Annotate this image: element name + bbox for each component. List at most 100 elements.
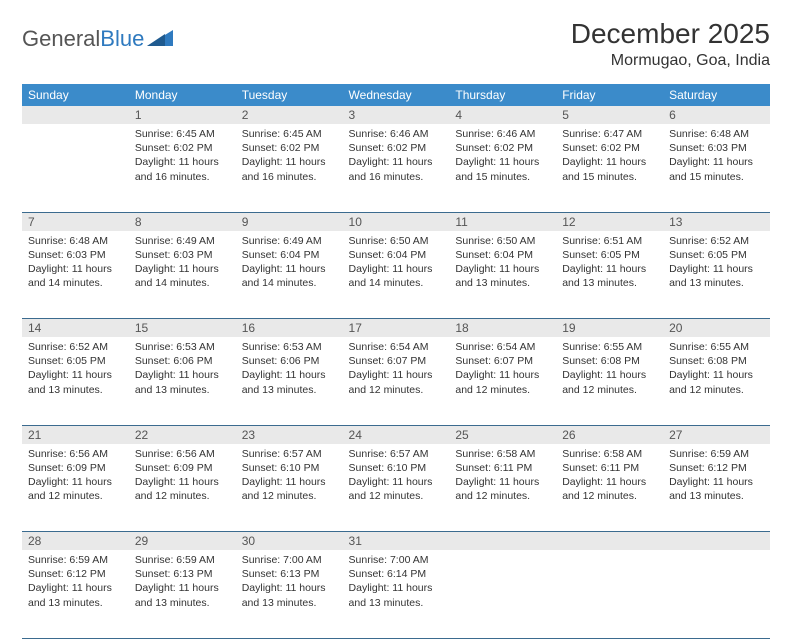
- day-cell-body: Sunrise: 6:59 AMSunset: 6:12 PMDaylight:…: [663, 444, 770, 508]
- day-number-cell: 24: [343, 425, 450, 444]
- day-cell: Sunrise: 6:46 AMSunset: 6:02 PMDaylight:…: [343, 124, 450, 212]
- day-info-line: Daylight: 11 hours and 12 minutes.: [562, 368, 657, 396]
- day-number: 31: [343, 532, 450, 550]
- day-number-cell: 16: [236, 319, 343, 338]
- logo-text-1: General: [22, 26, 100, 52]
- day-info-line: Sunrise: 6:46 AM: [455, 127, 550, 141]
- day-number: 16: [236, 319, 343, 337]
- day-cell-body: Sunrise: 6:50 AMSunset: 6:04 PMDaylight:…: [343, 231, 450, 295]
- day-header: Saturday: [663, 84, 770, 106]
- day-header: Sunday: [22, 84, 129, 106]
- day-info-line: Daylight: 11 hours and 12 minutes.: [349, 475, 444, 503]
- day-cell-body: Sunrise: 6:49 AMSunset: 6:03 PMDaylight:…: [129, 231, 236, 295]
- day-number-cell: 29: [129, 532, 236, 551]
- day-number-cell: 18: [449, 319, 556, 338]
- day-number: 21: [22, 426, 129, 444]
- day-number: 26: [556, 426, 663, 444]
- day-number-cell: 14: [22, 319, 129, 338]
- day-number: 27: [663, 426, 770, 444]
- day-cell-body: Sunrise: 6:56 AMSunset: 6:09 PMDaylight:…: [22, 444, 129, 508]
- day-info-line: Daylight: 11 hours and 13 minutes.: [669, 262, 764, 290]
- day-cell-body: Sunrise: 6:55 AMSunset: 6:08 PMDaylight:…: [663, 337, 770, 401]
- day-number: 12: [556, 213, 663, 231]
- day-cell-body: Sunrise: 7:00 AMSunset: 6:14 PMDaylight:…: [343, 550, 450, 614]
- day-cell-body: Sunrise: 6:50 AMSunset: 6:04 PMDaylight:…: [449, 231, 556, 295]
- day-cell: Sunrise: 7:00 AMSunset: 6:14 PMDaylight:…: [343, 550, 450, 638]
- day-cell: Sunrise: 6:45 AMSunset: 6:02 PMDaylight:…: [236, 124, 343, 212]
- day-info-line: Sunset: 6:06 PM: [242, 354, 337, 368]
- day-number-cell: 22: [129, 425, 236, 444]
- day-number: 24: [343, 426, 450, 444]
- day-cell-body: Sunrise: 6:45 AMSunset: 6:02 PMDaylight:…: [236, 124, 343, 188]
- day-number: 1: [129, 106, 236, 124]
- day-cell: Sunrise: 6:49 AMSunset: 6:03 PMDaylight:…: [129, 231, 236, 319]
- day-cell: Sunrise: 6:54 AMSunset: 6:07 PMDaylight:…: [449, 337, 556, 425]
- day-info-line: Daylight: 11 hours and 13 minutes.: [669, 475, 764, 503]
- day-info-line: Daylight: 11 hours and 13 minutes.: [135, 581, 230, 609]
- day-number: 7: [22, 213, 129, 231]
- day-info-line: Sunset: 6:04 PM: [455, 248, 550, 262]
- day-number-cell: [556, 532, 663, 551]
- day-number: [22, 106, 129, 124]
- day-number: 19: [556, 319, 663, 337]
- day-cell: Sunrise: 6:49 AMSunset: 6:04 PMDaylight:…: [236, 231, 343, 319]
- day-number: [449, 532, 556, 550]
- day-number-cell: 10: [343, 212, 450, 231]
- day-info-line: Daylight: 11 hours and 14 minutes.: [28, 262, 123, 290]
- day-info-line: Sunset: 6:13 PM: [135, 567, 230, 581]
- day-info-line: Sunrise: 6:55 AM: [562, 340, 657, 354]
- day-number-cell: 12: [556, 212, 663, 231]
- day-header: Friday: [556, 84, 663, 106]
- day-info-line: Daylight: 11 hours and 12 minutes.: [349, 368, 444, 396]
- day-info-line: Sunrise: 6:58 AM: [562, 447, 657, 461]
- day-info-line: Sunrise: 6:46 AM: [349, 127, 444, 141]
- day-info-line: Daylight: 11 hours and 16 minutes.: [135, 155, 230, 183]
- day-cell: Sunrise: 6:59 AMSunset: 6:12 PMDaylight:…: [22, 550, 129, 638]
- day-info-line: Sunset: 6:08 PM: [669, 354, 764, 368]
- day-info-line: Daylight: 11 hours and 12 minutes.: [455, 475, 550, 503]
- day-info-line: Sunset: 6:10 PM: [242, 461, 337, 475]
- day-number: 25: [449, 426, 556, 444]
- day-cell-body: Sunrise: 6:56 AMSunset: 6:09 PMDaylight:…: [129, 444, 236, 508]
- day-cell-body: [663, 550, 770, 557]
- title-block: December 2025 Mormugao, Goa, India: [571, 18, 770, 70]
- day-info-line: Daylight: 11 hours and 14 minutes.: [242, 262, 337, 290]
- day-info-line: Sunset: 6:03 PM: [135, 248, 230, 262]
- week-body-row: Sunrise: 6:56 AMSunset: 6:09 PMDaylight:…: [22, 444, 770, 532]
- day-header: Tuesday: [236, 84, 343, 106]
- day-number: [663, 532, 770, 550]
- day-cell-body: Sunrise: 6:48 AMSunset: 6:03 PMDaylight:…: [22, 231, 129, 295]
- day-number-cell: 1: [129, 106, 236, 124]
- day-number-cell: 11: [449, 212, 556, 231]
- day-info-line: Sunrise: 6:57 AM: [242, 447, 337, 461]
- day-info-line: Sunrise: 6:54 AM: [455, 340, 550, 354]
- day-info-line: Daylight: 11 hours and 13 minutes.: [135, 368, 230, 396]
- day-cell-body: Sunrise: 6:46 AMSunset: 6:02 PMDaylight:…: [449, 124, 556, 188]
- day-number: 23: [236, 426, 343, 444]
- day-info-line: Sunrise: 6:52 AM: [669, 234, 764, 248]
- day-header: Thursday: [449, 84, 556, 106]
- day-number-cell: 23: [236, 425, 343, 444]
- day-cell-body: [449, 550, 556, 557]
- day-cell: Sunrise: 6:58 AMSunset: 6:11 PMDaylight:…: [449, 444, 556, 532]
- day-info-line: Sunset: 6:10 PM: [349, 461, 444, 475]
- day-number-cell: 7: [22, 212, 129, 231]
- day-cell: Sunrise: 6:59 AMSunset: 6:13 PMDaylight:…: [129, 550, 236, 638]
- day-number-cell: [663, 532, 770, 551]
- location: Mormugao, Goa, India: [571, 52, 770, 70]
- day-number: 18: [449, 319, 556, 337]
- day-cell-body: [22, 124, 129, 131]
- day-cell: Sunrise: 6:58 AMSunset: 6:11 PMDaylight:…: [556, 444, 663, 532]
- day-cell-body: Sunrise: 6:55 AMSunset: 6:08 PMDaylight:…: [556, 337, 663, 401]
- day-number: 11: [449, 213, 556, 231]
- day-info-line: Sunrise: 6:50 AM: [349, 234, 444, 248]
- day-number-cell: 28: [22, 532, 129, 551]
- day-number: 5: [556, 106, 663, 124]
- day-info-line: Daylight: 11 hours and 12 minutes.: [242, 475, 337, 503]
- day-cell-body: [556, 550, 663, 557]
- day-number: 4: [449, 106, 556, 124]
- day-info-line: Daylight: 11 hours and 12 minutes.: [455, 368, 550, 396]
- day-info-line: Sunrise: 6:50 AM: [455, 234, 550, 248]
- day-cell-body: Sunrise: 6:54 AMSunset: 6:07 PMDaylight:…: [343, 337, 450, 401]
- day-cell-body: Sunrise: 6:52 AMSunset: 6:05 PMDaylight:…: [22, 337, 129, 401]
